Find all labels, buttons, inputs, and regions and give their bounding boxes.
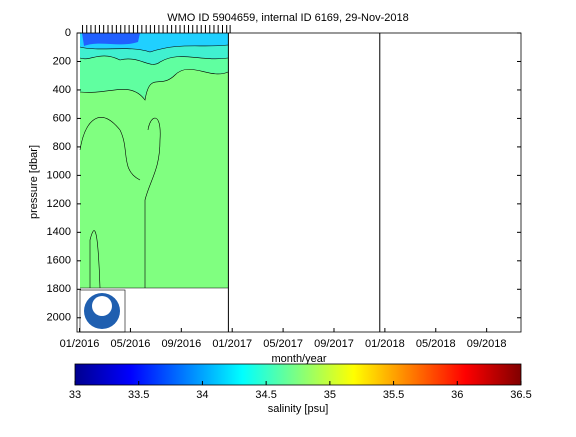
field [79, 33, 229, 333]
colorbar-tick-label: 35 [324, 389, 336, 401]
x-tick-label: 09/2018 [467, 338, 507, 350]
y-tick-label: 1000 [47, 169, 71, 181]
x-tick-label: 01/2016 [60, 338, 100, 350]
y-tick-label: 400 [53, 84, 71, 96]
colorbar-tick-label: 36.5 [510, 389, 531, 401]
colorbar-tick-label: 34.5 [255, 389, 276, 401]
colorbar-tick-label: 33.5 [128, 389, 149, 401]
x-tick-label: 01/2017 [212, 338, 252, 350]
y-tick-label: 2000 [47, 312, 71, 324]
colorbar-label: salinity [psu] [268, 403, 329, 415]
colorbar-tick-label: 34 [196, 389, 208, 401]
y-axis-label: pressure [dbar] [28, 145, 40, 219]
y-tick-label: 800 [53, 141, 71, 153]
x-axis-label: month/year [271, 353, 326, 365]
y-tick-label: 0 [65, 27, 71, 39]
colorbar-tick-label: 35.5 [383, 389, 404, 401]
y-tick-label: 200 [53, 55, 71, 67]
x-tick-label: 09/2016 [161, 338, 201, 350]
colorbar [74, 363, 522, 386]
chart-title: WMO ID 5904659, internal ID 6169, 29-Nov… [167, 12, 409, 24]
x-tick-label: 05/2018 [416, 338, 456, 350]
colorbar-tick-label: 33 [69, 389, 81, 401]
x-tick-label: 09/2017 [314, 338, 354, 350]
y-tick-label: 1200 [47, 198, 71, 210]
y-tick-label: 1400 [47, 226, 71, 238]
x-tick-label: 05/2016 [111, 338, 151, 350]
y-tick-label: 1800 [47, 283, 71, 295]
y-tick-label: 1600 [47, 255, 71, 267]
colorbar-tick-label: 36 [451, 389, 463, 401]
x-tick-label: 05/2017 [263, 338, 303, 350]
y-tick-label: 600 [53, 112, 71, 124]
plot-frame [76, 32, 522, 333]
x-tick-label: 01/2018 [365, 338, 405, 350]
